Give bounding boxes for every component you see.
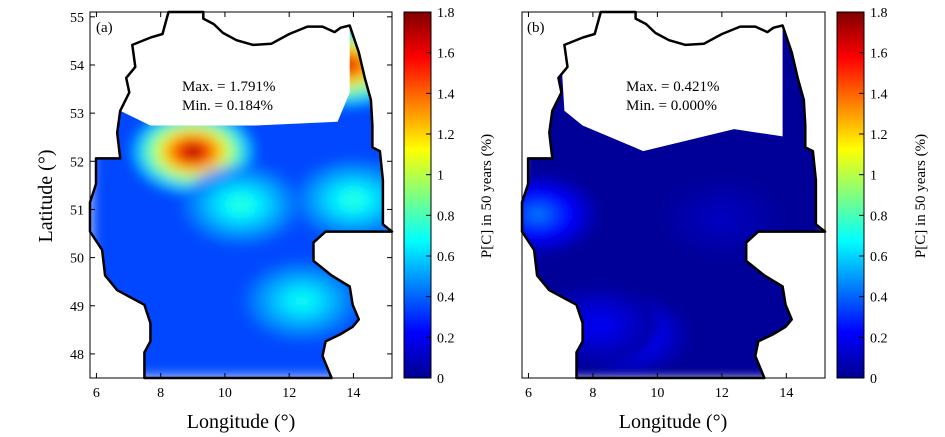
x-tick-label: 6: [93, 386, 100, 401]
panel-a-min-annotation: Min. = 0.184%: [182, 98, 273, 114]
colorbar-tick-label: 1.8: [870, 6, 888, 21]
x-tick-label: 6: [525, 386, 532, 401]
y-tick-label: 55: [70, 11, 84, 26]
y-tick-label: 52: [70, 155, 84, 170]
y-tick-label: 49: [70, 300, 84, 315]
panel-b-colorbar-ticks: 0 0.2 0.4 0.6 0.8 1 1.2 1.4 1.6 1.8: [859, 6, 888, 387]
hotspot-4-ring-5: [292, 294, 312, 308]
colorbar-tick-label: 0.6: [870, 250, 888, 265]
hotspot-3-ring-5: [712, 212, 732, 226]
panel-b-colorbar: [836, 11, 865, 379]
x-tick-label: 14: [346, 386, 360, 401]
panel-a-label: (a): [96, 20, 113, 36]
colorbar-tick-label: 0.4: [437, 291, 455, 306]
colorbar-tick-label: 1.4: [870, 87, 888, 102]
panel-b-colorbar-label: P[C] in 50 years (%): [913, 134, 929, 258]
colorbar-tick-label: 0.8: [870, 209, 888, 224]
colorbar-tick-label: 1.6: [437, 47, 455, 62]
colorbar-tick-label: 1.2: [870, 128, 888, 143]
hotspot-2-ring-5: [231, 198, 251, 212]
panel-a-max-annotation: Max. = 1.791%: [182, 79, 275, 95]
panel-a-y-axis-label: Latitude (°): [35, 150, 57, 243]
x-tick-label: 12: [715, 386, 729, 401]
panel-a-x-ticks: 6 8 10 12 14: [93, 12, 360, 401]
panel-a-x-axis-label: Longitude (°): [187, 411, 296, 433]
panel-a-colorbar-label: P[C] in 50 years (%): [479, 134, 495, 258]
panel-b-label: (b): [527, 20, 545, 36]
hotspot-2-ring-5: [589, 318, 609, 332]
y-tick-label: 53: [70, 107, 84, 122]
no-data-area: [558, 12, 783, 152]
panel-b-x-ticks: 6 8 10 12 14: [525, 12, 793, 401]
colorbar-tick-label: 0.2: [437, 331, 455, 346]
panel-b-max-annotation: Max. = 0.421%: [626, 79, 719, 95]
x-tick-label: 12: [282, 386, 296, 401]
colorbar-tick-label: 0: [437, 372, 444, 387]
colorbar-tick-label: 1.2: [437, 128, 455, 143]
panel-b-region-outline: [520, 10, 827, 380]
panel-b-field: [522, 12, 825, 378]
colorbar-tick-label: 1.4: [437, 87, 455, 102]
no-data-area: [120, 12, 350, 126]
panel-a-y-ticks: 48 49 50 51 52 53 54 55: [70, 11, 392, 363]
x-tick-label: 10: [650, 386, 664, 401]
x-tick-label: 14: [779, 386, 793, 401]
colorbar-tick-label: 0.6: [437, 250, 455, 265]
colorbar-tick-label: 1.8: [437, 6, 455, 21]
y-tick-label: 54: [70, 59, 84, 74]
hotspot-3-ring-5: [343, 193, 364, 207]
colorbar-tick-label: 1: [870, 169, 877, 184]
y-tick-label: 51: [70, 203, 84, 218]
panel-b-x-axis-label: Longitude (°): [619, 411, 728, 433]
y-tick-label: 48: [70, 348, 84, 363]
colorbar-tick-label: 0.8: [437, 209, 455, 224]
colorbar-tick-label: 0.4: [870, 291, 888, 306]
x-tick-label: 8: [589, 386, 596, 401]
panel-a-colorbar-ticks: 0 0.2 0.4 0.6 0.8 1 1.2 1.4 1.6 1.8: [426, 6, 455, 387]
colorbar-tick-label: 0.2: [870, 331, 888, 346]
colorbar-tick-label: 1.6: [870, 47, 888, 62]
panel-a-colorbar: [403, 11, 432, 379]
y-tick-label: 50: [70, 252, 84, 267]
x-tick-label: 10: [218, 386, 232, 401]
x-tick-label: 8: [157, 386, 164, 401]
colorbar-tick-label: 0: [870, 372, 877, 387]
panel-b-min-annotation: Min. = 0.000%: [626, 98, 717, 114]
hotspot-0-ring-5: [183, 145, 203, 159]
panel-b: 6 8 10 12 14 (b) Max. = 0.421% Min. = 0.000%…: [520, 6, 929, 433]
panel-a-region-outline: [88, 10, 394, 380]
hotspot-0-ring-5: [528, 207, 548, 221]
colorbar-tick-label: 1: [437, 169, 444, 184]
